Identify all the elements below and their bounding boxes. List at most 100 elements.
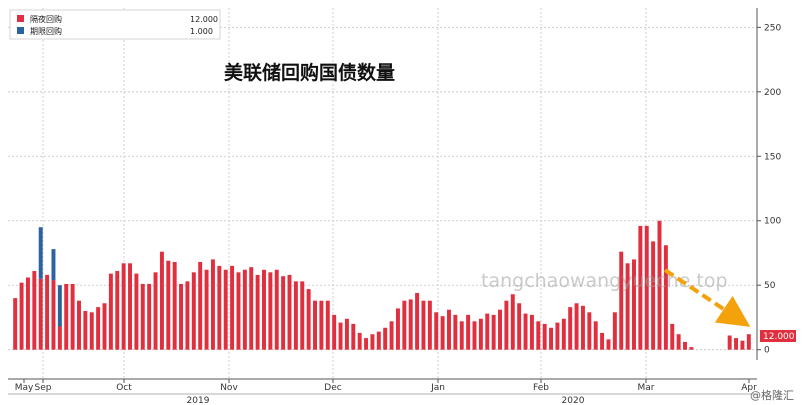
bar-overnight xyxy=(96,307,101,350)
bar-overnight xyxy=(255,274,260,350)
x-tick-label: Dec xyxy=(324,383,341,393)
legend-value-term: 1.000 xyxy=(190,27,213,36)
legend-label-term: 期限回购 xyxy=(30,26,62,36)
bar-overnight xyxy=(249,267,254,350)
y-tick-label: 0 xyxy=(764,346,770,356)
legend-value-overnight: 12.000 xyxy=(190,15,218,24)
bar-overnight xyxy=(287,274,292,350)
bar-overnight xyxy=(632,259,636,350)
bar-overnight xyxy=(147,283,152,350)
bar-overnight xyxy=(561,318,566,350)
last-value-text: 12.000 xyxy=(763,332,795,342)
last-value-box xyxy=(760,330,796,342)
x-tick-label: Feb xyxy=(533,383,549,393)
bar-overnight xyxy=(134,273,139,350)
bar-overnight xyxy=(600,332,605,350)
legend: 隔夜回购 12.000 期限回购 1.000 xyxy=(9,9,221,40)
bar-overnight xyxy=(274,269,279,350)
bar-overnight xyxy=(25,277,30,350)
bar-overnight xyxy=(517,303,522,350)
bar-overnight xyxy=(580,305,585,350)
bar-overnight xyxy=(32,271,37,350)
last-value-badge: 12.000 xyxy=(760,330,796,342)
bar-overnight xyxy=(440,316,445,350)
bar-overnight xyxy=(242,269,247,350)
bar-overnight xyxy=(364,338,369,350)
bar-overnight xyxy=(625,263,630,350)
bar-overnight xyxy=(676,334,681,350)
bar-overnight xyxy=(447,309,451,350)
bar-overnight xyxy=(115,271,120,350)
y-tick-label: 50 xyxy=(764,281,776,291)
bar-overnight xyxy=(421,300,426,350)
bar-overnight xyxy=(230,265,235,350)
bar-overnight xyxy=(268,272,273,350)
bar-overnight xyxy=(370,334,375,350)
credit-text: @格隆汇 xyxy=(750,388,794,402)
bar-overnight xyxy=(689,347,694,350)
x-tick-label: May xyxy=(15,383,34,393)
bar-overnight xyxy=(459,321,464,350)
bar-overnight xyxy=(644,225,649,350)
bar-overnight xyxy=(128,263,132,350)
bar-overnight xyxy=(619,251,624,350)
legend-swatch-term xyxy=(17,27,24,34)
bar-overnight xyxy=(77,300,81,350)
bar-overnight xyxy=(262,269,266,350)
bar-overnight xyxy=(523,313,528,350)
legend-box xyxy=(9,9,221,40)
bar-overnight xyxy=(198,262,203,350)
bar-overnight xyxy=(191,272,196,350)
bar-overnight xyxy=(45,274,50,350)
bar-overnight xyxy=(485,313,490,350)
bar-overnight xyxy=(491,314,496,350)
bar-overnight xyxy=(338,322,343,350)
bar-overnight xyxy=(83,311,88,350)
bar-overnight xyxy=(51,280,56,350)
bar-overnight xyxy=(357,332,362,350)
bar-overnight xyxy=(638,225,643,350)
bar-overnight xyxy=(38,278,43,350)
bar-overnight xyxy=(313,300,317,350)
bar-overnight xyxy=(332,314,337,350)
y-ticks: 0 50 100 150 200 250 xyxy=(757,23,781,356)
bar-overnight xyxy=(185,281,190,350)
bar-overnight xyxy=(64,283,69,350)
x-tick-label: Mar xyxy=(638,383,655,393)
bar-overnight xyxy=(466,314,471,350)
bar-overnight xyxy=(727,335,732,350)
x-tick-label: Oct xyxy=(116,383,132,393)
bar-overnight xyxy=(536,321,541,350)
bar-overnight xyxy=(13,298,18,350)
bar-overnight xyxy=(651,241,656,350)
bar-overnight xyxy=(223,269,228,350)
bar-overnight xyxy=(504,300,509,350)
bar-overnight xyxy=(306,289,311,350)
bar-overnight xyxy=(408,299,413,350)
bar-overnight xyxy=(472,321,477,350)
bar-overnight xyxy=(402,300,407,350)
bar-overnight xyxy=(102,303,107,350)
y-tick-label: 150 xyxy=(764,152,781,162)
bar-overnight xyxy=(734,338,739,350)
x-tick-label: Nov xyxy=(220,383,238,393)
watermark-text: tangchaowangyueche.top xyxy=(481,270,728,292)
bar-overnight xyxy=(383,327,388,350)
bar-overnight xyxy=(555,322,560,350)
bars xyxy=(13,220,751,350)
legend-label-overnight: 隔夜回购 xyxy=(30,14,62,24)
bar-overnight xyxy=(108,273,113,350)
bar-overnight xyxy=(281,276,286,350)
bar-term xyxy=(57,285,62,327)
year-label: 2019 xyxy=(187,396,210,405)
bar-overnight xyxy=(434,312,439,350)
bar-overnight xyxy=(89,312,94,350)
bar-overnight xyxy=(587,312,592,350)
y-tick-label: 100 xyxy=(764,217,781,227)
bar-overnight xyxy=(529,314,534,350)
bar-overnight xyxy=(153,272,158,350)
bar-overnight xyxy=(574,303,579,350)
bar-overnight xyxy=(549,327,554,350)
